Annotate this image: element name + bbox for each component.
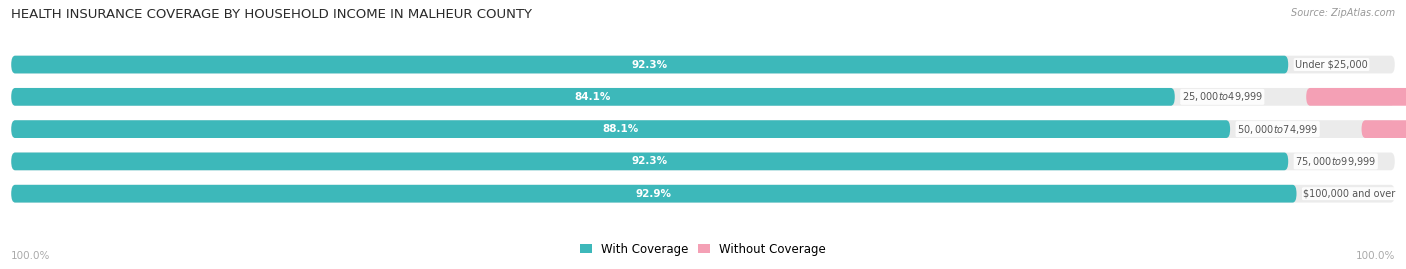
Text: $50,000 to $74,999: $50,000 to $74,999: [1237, 123, 1319, 136]
Text: $25,000 to $49,999: $25,000 to $49,999: [1181, 90, 1263, 103]
Text: HEALTH INSURANCE COVERAGE BY HOUSEHOLD INCOME IN MALHEUR COUNTY: HEALTH INSURANCE COVERAGE BY HOUSEHOLD I…: [11, 8, 533, 21]
FancyBboxPatch shape: [11, 88, 1395, 106]
FancyBboxPatch shape: [11, 153, 1395, 170]
Text: Under $25,000: Under $25,000: [1295, 59, 1368, 70]
Text: 92.9%: 92.9%: [636, 189, 672, 199]
Text: 92.3%: 92.3%: [631, 59, 668, 70]
FancyBboxPatch shape: [11, 185, 1296, 203]
FancyBboxPatch shape: [11, 120, 1395, 138]
Text: 100.0%: 100.0%: [1355, 251, 1395, 261]
FancyBboxPatch shape: [11, 56, 1288, 73]
FancyBboxPatch shape: [11, 185, 1395, 203]
Text: 84.1%: 84.1%: [575, 92, 612, 102]
FancyBboxPatch shape: [11, 56, 1395, 73]
FancyBboxPatch shape: [11, 120, 1230, 138]
FancyBboxPatch shape: [11, 88, 1175, 106]
Text: $100,000 and over: $100,000 and over: [1303, 189, 1396, 199]
Text: Source: ZipAtlas.com: Source: ZipAtlas.com: [1291, 8, 1395, 18]
Text: 100.0%: 100.0%: [11, 251, 51, 261]
Text: 88.1%: 88.1%: [603, 124, 638, 134]
Legend: With Coverage, Without Coverage: With Coverage, Without Coverage: [579, 243, 827, 256]
FancyBboxPatch shape: [1361, 120, 1406, 138]
FancyBboxPatch shape: [1306, 88, 1406, 106]
FancyBboxPatch shape: [11, 153, 1288, 170]
Text: $75,000 to $99,999: $75,000 to $99,999: [1295, 155, 1376, 168]
Text: 92.3%: 92.3%: [631, 156, 668, 167]
